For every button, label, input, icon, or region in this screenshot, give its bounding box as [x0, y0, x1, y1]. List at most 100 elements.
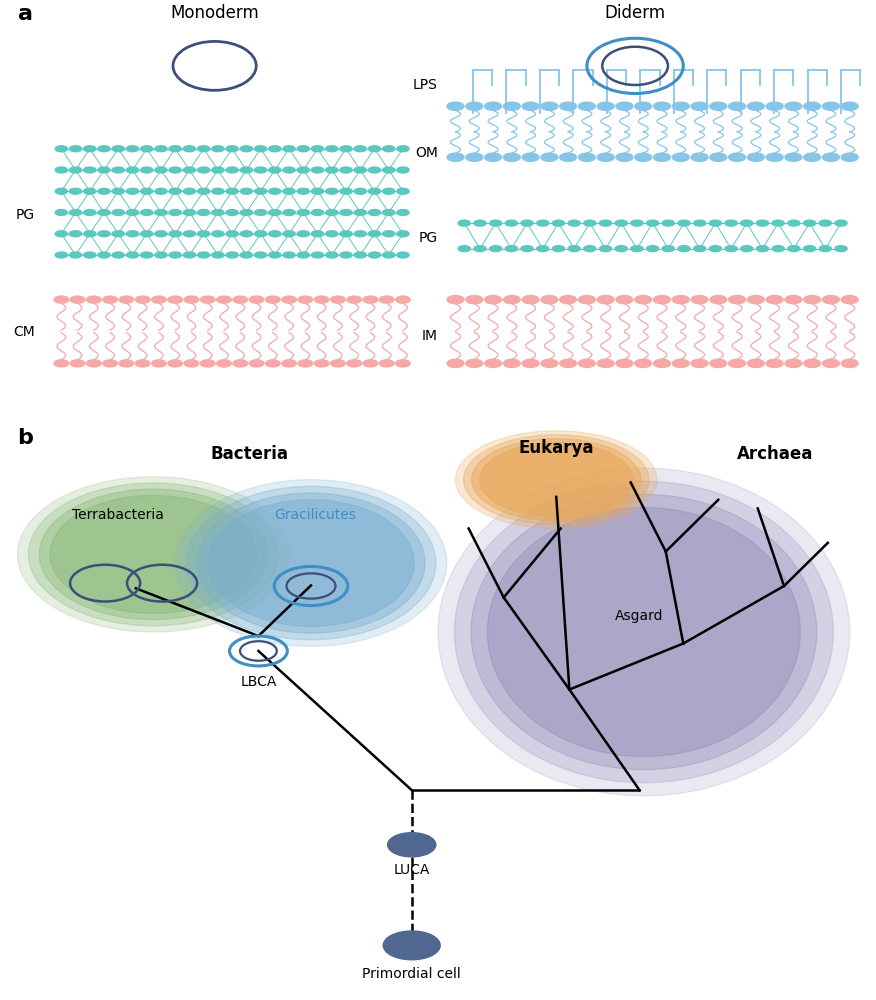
Circle shape — [369, 252, 381, 258]
Circle shape — [725, 246, 738, 252]
Ellipse shape — [208, 500, 414, 626]
Circle shape — [474, 220, 486, 226]
Circle shape — [265, 360, 280, 367]
Circle shape — [772, 246, 784, 252]
Text: Bacteria: Bacteria — [210, 445, 289, 463]
Circle shape — [233, 360, 248, 367]
Circle shape — [397, 188, 409, 194]
Circle shape — [169, 210, 181, 215]
Circle shape — [631, 220, 643, 226]
Circle shape — [397, 210, 409, 215]
Circle shape — [314, 296, 329, 303]
Circle shape — [397, 252, 409, 258]
Circle shape — [599, 220, 611, 226]
Circle shape — [466, 359, 483, 367]
Circle shape — [616, 359, 632, 367]
Circle shape — [397, 146, 409, 152]
Circle shape — [694, 246, 706, 252]
Circle shape — [330, 296, 345, 303]
Circle shape — [484, 359, 501, 367]
Circle shape — [635, 102, 652, 110]
Circle shape — [340, 210, 352, 215]
Circle shape — [383, 252, 395, 258]
Text: LBCA: LBCA — [240, 675, 277, 689]
Circle shape — [249, 296, 264, 303]
Circle shape — [297, 231, 309, 237]
Circle shape — [283, 231, 295, 237]
Circle shape — [541, 296, 558, 304]
Circle shape — [729, 102, 745, 110]
Circle shape — [87, 360, 102, 367]
Circle shape — [140, 252, 153, 258]
Circle shape — [312, 252, 324, 258]
Circle shape — [397, 231, 409, 237]
Circle shape — [521, 246, 533, 252]
Circle shape — [226, 210, 238, 215]
Circle shape — [140, 167, 153, 173]
Circle shape — [169, 146, 181, 152]
Text: CM: CM — [13, 324, 35, 338]
Circle shape — [347, 360, 362, 367]
Circle shape — [766, 296, 783, 304]
Circle shape — [69, 231, 81, 237]
Circle shape — [183, 210, 195, 215]
Circle shape — [283, 167, 295, 173]
Circle shape — [298, 360, 313, 367]
Circle shape — [102, 296, 117, 303]
Circle shape — [691, 153, 708, 161]
Circle shape — [140, 146, 153, 152]
Circle shape — [249, 360, 264, 367]
Circle shape — [541, 153, 558, 161]
Circle shape — [766, 153, 783, 161]
Circle shape — [504, 153, 520, 161]
Circle shape — [126, 167, 138, 173]
Circle shape — [326, 252, 338, 258]
Ellipse shape — [456, 431, 657, 528]
Circle shape — [635, 359, 652, 367]
Ellipse shape — [480, 442, 632, 517]
Circle shape — [383, 210, 395, 215]
Circle shape — [363, 296, 378, 303]
Circle shape — [140, 188, 153, 194]
Circle shape — [112, 210, 124, 215]
Circle shape — [183, 167, 195, 173]
Circle shape — [383, 146, 395, 152]
Circle shape — [226, 231, 238, 237]
Circle shape — [198, 231, 210, 237]
Circle shape — [710, 296, 727, 304]
Circle shape — [312, 167, 324, 173]
Ellipse shape — [387, 833, 435, 857]
Circle shape — [55, 252, 67, 258]
Ellipse shape — [471, 439, 641, 521]
Circle shape — [55, 167, 67, 173]
Circle shape — [673, 102, 689, 110]
Circle shape — [240, 167, 252, 173]
Circle shape — [269, 188, 281, 194]
Circle shape — [578, 102, 596, 110]
Circle shape — [183, 146, 195, 152]
Circle shape — [458, 246, 470, 252]
Circle shape — [69, 210, 81, 215]
Circle shape — [785, 102, 802, 110]
Circle shape — [729, 296, 745, 304]
Circle shape — [383, 231, 395, 237]
Circle shape — [312, 231, 324, 237]
Circle shape — [729, 153, 745, 161]
Circle shape — [354, 210, 366, 215]
Circle shape — [282, 360, 296, 367]
Circle shape — [741, 246, 752, 252]
Circle shape — [363, 360, 378, 367]
Circle shape — [119, 296, 134, 303]
Circle shape — [653, 153, 670, 161]
Circle shape — [537, 220, 549, 226]
Circle shape — [841, 359, 858, 367]
Circle shape — [183, 231, 195, 237]
Circle shape — [710, 220, 722, 226]
Circle shape — [616, 296, 632, 304]
Ellipse shape — [471, 494, 816, 770]
Circle shape — [504, 359, 520, 367]
Circle shape — [772, 220, 784, 226]
Ellipse shape — [28, 483, 279, 626]
Circle shape — [140, 210, 153, 215]
Circle shape — [819, 220, 831, 226]
